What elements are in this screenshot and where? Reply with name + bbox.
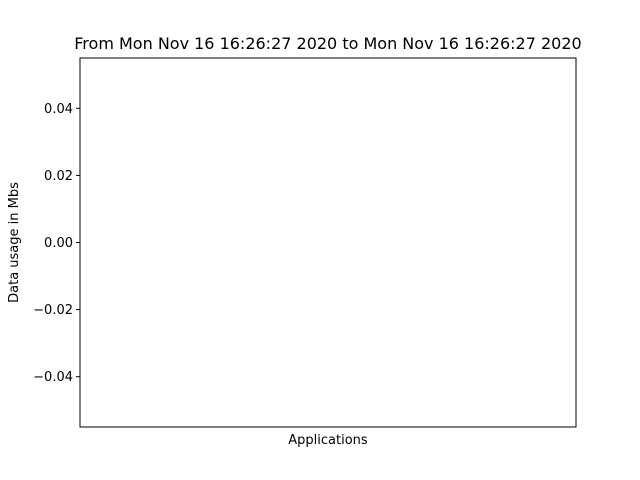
y-tick-label: 0.04 xyxy=(44,102,73,117)
y-tick-label: −0.02 xyxy=(33,303,73,318)
y-tick-label: 0.00 xyxy=(44,236,73,251)
y-axis-label: Data usage in Mbs xyxy=(7,182,22,303)
y-tick-label: 0.02 xyxy=(44,169,73,184)
chart-title: From Mon Nov 16 16:26:27 2020 to Mon Nov… xyxy=(74,34,581,53)
y-axis-ticks: −0.04 −0.02 0.00 0.02 0.04 xyxy=(33,102,80,385)
x-axis-label: Applications xyxy=(288,433,368,448)
y-tick-label: −0.04 xyxy=(33,370,73,385)
plot-area-frame xyxy=(79,57,577,428)
